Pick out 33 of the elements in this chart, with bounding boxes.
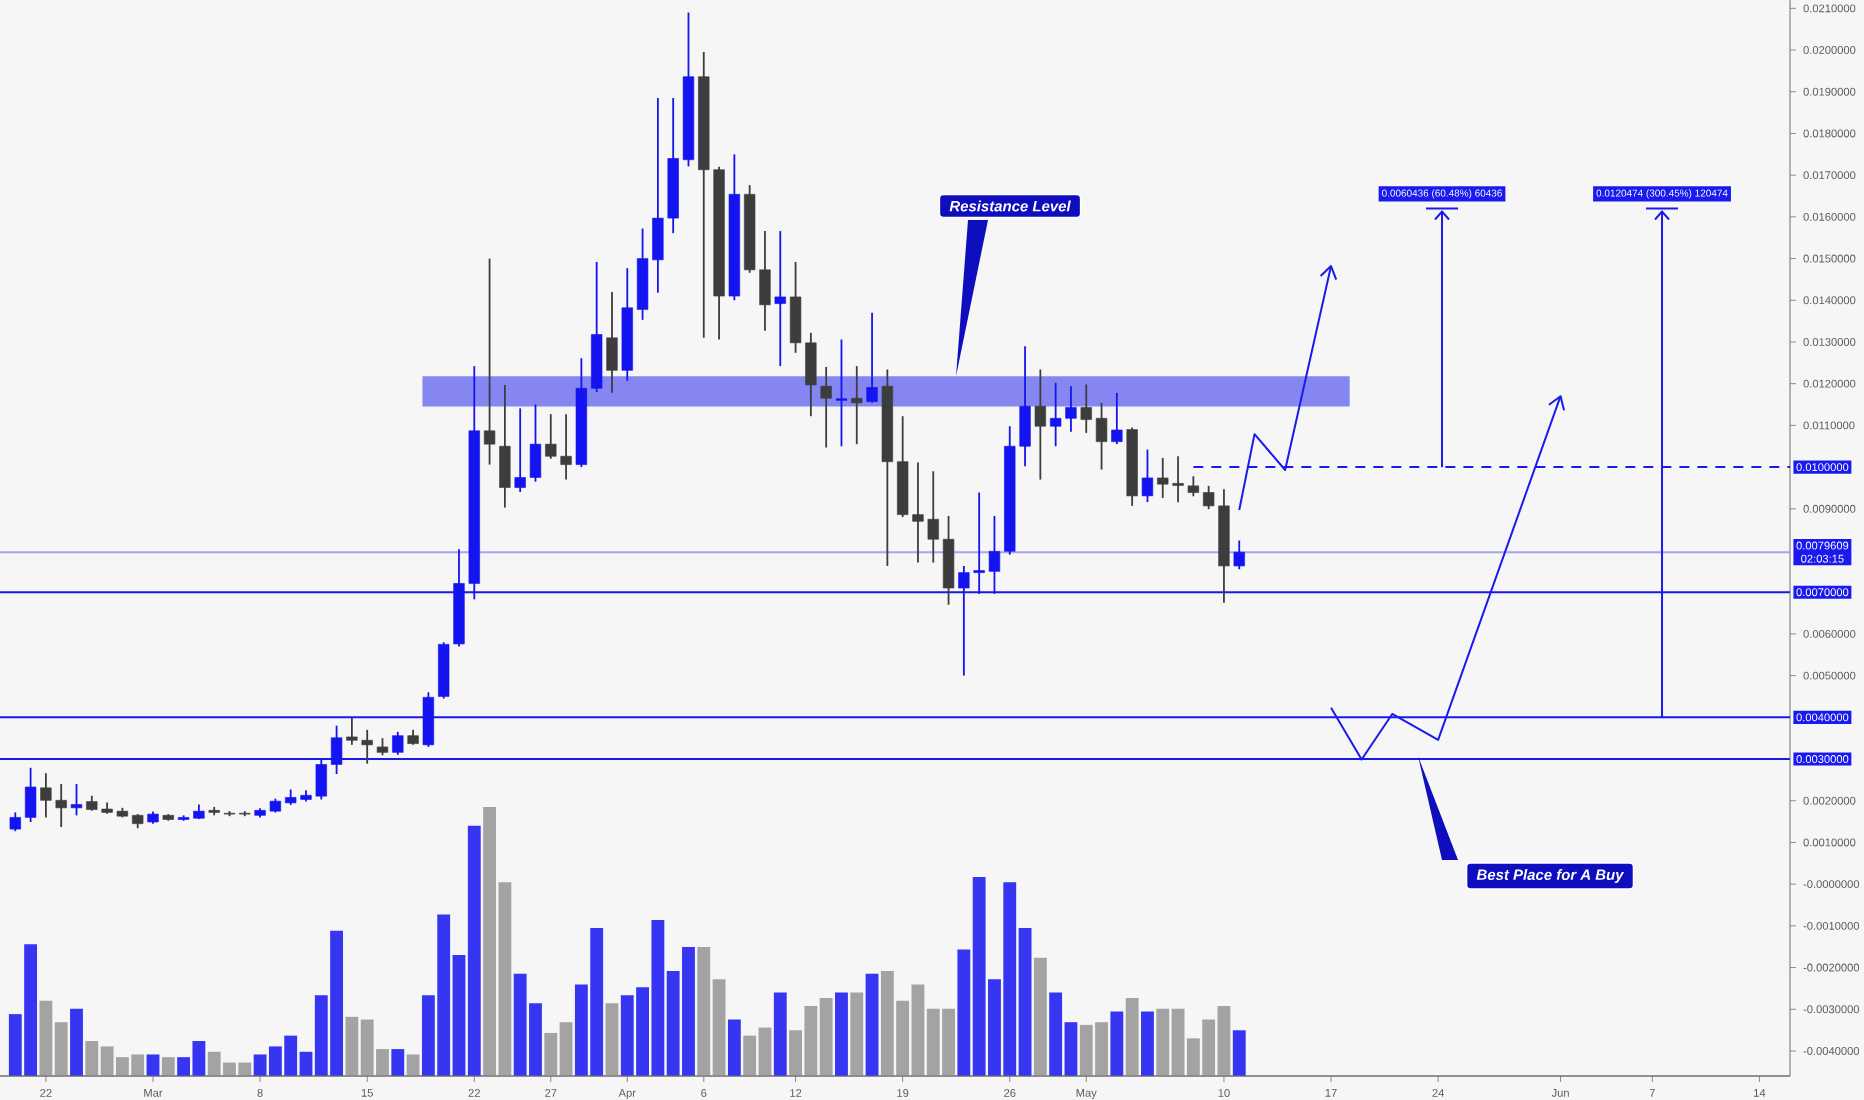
bar: [605, 1003, 619, 1076]
bar: [850, 992, 864, 1076]
candlestick: [820, 366, 832, 449]
candlestick: [1233, 539, 1245, 571]
candlestick: [9, 811, 21, 833]
candlestick: [866, 311, 878, 404]
candlestick: [70, 783, 83, 817]
candlestick: [774, 230, 786, 368]
bar: [1141, 1011, 1154, 1076]
candlestick: [835, 338, 848, 448]
candlestick: [1080, 383, 1092, 434]
candlestick: [1111, 391, 1123, 446]
candlestick: [1141, 448, 1154, 504]
bar: [727, 1019, 741, 1076]
candlestick: [606, 291, 618, 394]
bar: [70, 1008, 83, 1076]
candlestick: [483, 257, 496, 466]
bar: [865, 973, 879, 1076]
bar: [773, 992, 787, 1076]
bar: [406, 1054, 420, 1076]
bar: [1125, 997, 1139, 1076]
candlestick: [851, 365, 863, 446]
bar: [146, 1054, 160, 1076]
bar: [1033, 957, 1047, 1076]
bar: [1110, 1011, 1124, 1076]
bar: [161, 1057, 175, 1076]
candlestick: [1034, 368, 1047, 481]
candlestick: [1095, 401, 1108, 471]
bar: [835, 992, 848, 1076]
candlestick: [499, 384, 511, 509]
candlestick: [24, 766, 37, 823]
bar: [391, 1049, 405, 1076]
bar: [1232, 1030, 1246, 1076]
